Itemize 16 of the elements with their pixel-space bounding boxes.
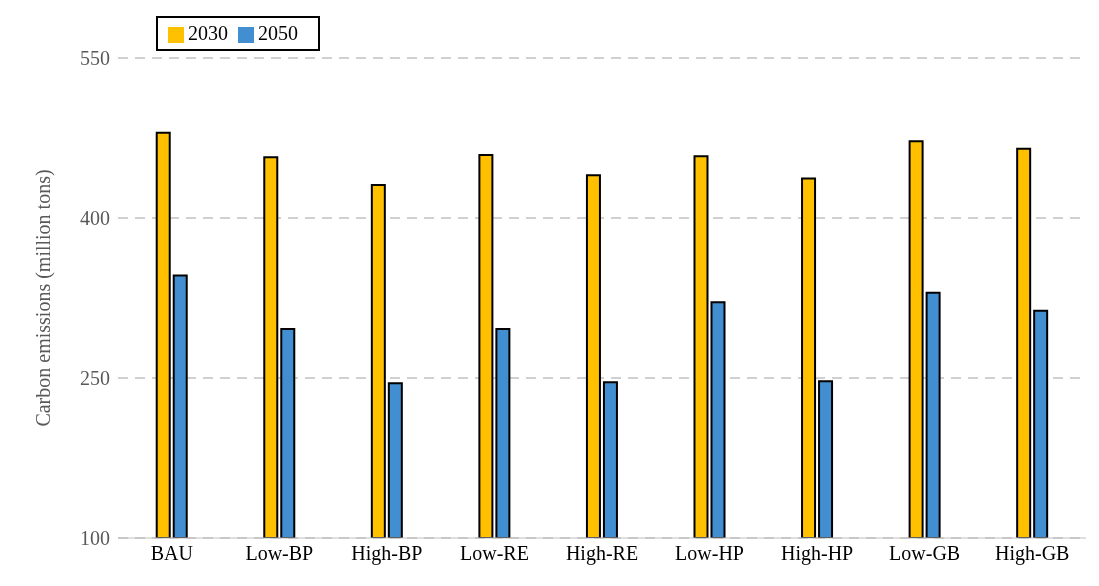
y-tick-label: 250 bbox=[80, 367, 110, 390]
legend-label: 2050 bbox=[258, 22, 298, 44]
x-tick-label: BAU bbox=[150, 542, 194, 565]
y-axis-title: Carbon emissions (million tons) bbox=[32, 169, 56, 427]
y-tick-label: 400 bbox=[80, 207, 110, 230]
y-tick-label: 100 bbox=[80, 527, 110, 550]
x-tick-label: Low-GB bbox=[889, 542, 961, 565]
legend-label: 2030 bbox=[188, 22, 228, 44]
x-tick-label: Low-RE bbox=[460, 542, 529, 565]
x-tick-label: High-HP bbox=[780, 542, 854, 566]
y-tick-label: 550 bbox=[80, 47, 110, 70]
x-tick-label: High-BP bbox=[351, 542, 423, 566]
x-tick-label: Low-BP bbox=[245, 542, 314, 565]
x-tick-label: Low-HP bbox=[675, 542, 744, 565]
x-tick-label: High-RE bbox=[565, 542, 639, 566]
x-tick-label: High-GB bbox=[995, 542, 1070, 566]
